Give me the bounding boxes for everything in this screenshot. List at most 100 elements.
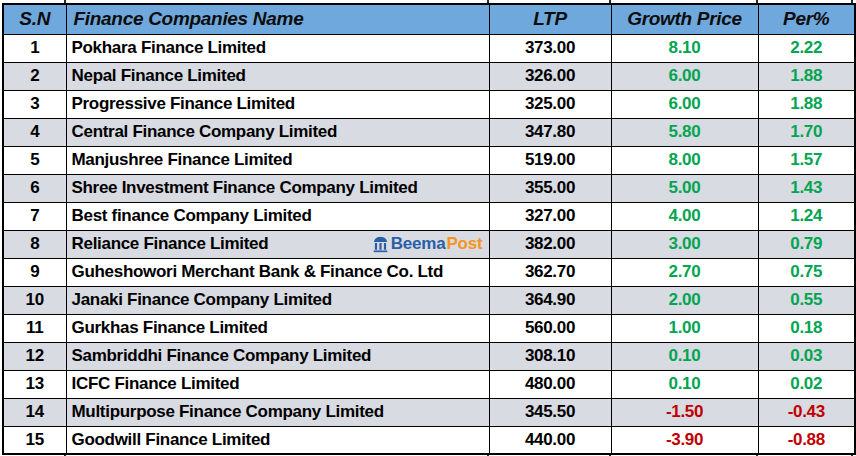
growth-price-cell: 5.00 <box>611 174 758 202</box>
ltp-cell: 373.00 <box>489 34 611 62</box>
row-serial-number: 3 <box>3 90 66 118</box>
company-name: Gurkhas Finance Limited <box>72 318 268 337</box>
table-row: 3 Progressive Finance Limited <box>3 90 855 118</box>
growth-price-cell: -1.50 <box>611 398 758 426</box>
company-name: Reliance Finance Limited <box>72 234 269 253</box>
growth-price-cell: 8.10 <box>611 34 758 62</box>
company-name: Janaki Finance Company Limited <box>72 290 332 309</box>
table-body: 1 Pokhara Finance Limited <box>3 34 855 454</box>
percent-cell: 0.03 <box>758 342 855 370</box>
row-serial-number: 1 <box>3 34 66 62</box>
finance-table-screenshot: S.N Finance Companies Name LTP Growth Pr… <box>0 0 856 456</box>
percent-cell: 0.75 <box>758 258 855 286</box>
table-row: 8 Reliance Finance Limited BeemaPost <box>3 230 855 258</box>
company-name-cell: Manjushree Finance Limited <box>66 146 489 174</box>
row-serial-number: 5 <box>3 146 66 174</box>
column-header-sn: S.N <box>3 4 66 34</box>
company-name-cell: Janaki Finance Company Limited <box>66 286 489 314</box>
percent-cell: 0.18 <box>758 314 855 342</box>
company-name: Nepal Finance Limited <box>72 66 246 85</box>
row-serial-number: 12 <box>3 342 66 370</box>
row-serial-number: 9 <box>3 258 66 286</box>
growth-price-cell: 2.70 <box>611 258 758 286</box>
percent-cell: -0.88 <box>758 426 855 454</box>
table-row: 11 Gurkhas Finance Limited <box>3 314 855 342</box>
table-row: 6 Shree Investment Finance Company Limit… <box>3 174 855 202</box>
ltp-cell: 364.90 <box>489 286 611 314</box>
ltp-cell: 480.00 <box>489 370 611 398</box>
company-name: Best finance Company Limited <box>72 206 312 225</box>
ltp-cell: 382.00 <box>489 230 611 258</box>
row-serial-number: 8 <box>3 230 66 258</box>
company-name-cell: Reliance Finance Limited BeemaPost <box>66 230 489 258</box>
company-name-cell: Shree Investment Finance Company Limited <box>66 174 489 202</box>
company-name: Multipurpose Finance Company Limited <box>72 402 384 421</box>
company-name-cell: ICFC Finance Limited <box>66 370 489 398</box>
table-row: 10 Janaki Finance Company Limited <box>3 286 855 314</box>
table-row: 13 ICFC Finance Limited <box>3 370 855 398</box>
row-serial-number: 7 <box>3 202 66 230</box>
company-name: Progressive Finance Limited <box>72 94 295 113</box>
company-name: ICFC Finance Limited <box>72 374 240 393</box>
growth-price-cell: 3.00 <box>611 230 758 258</box>
company-name: Pokhara Finance Limited <box>72 38 266 57</box>
finance-companies-table: S.N Finance Companies Name LTP Growth Pr… <box>2 3 856 455</box>
growth-price-cell: 4.00 <box>611 202 758 230</box>
company-name: Shree Investment Finance Company Limited <box>72 178 418 197</box>
watermark-post-text: Post <box>446 234 482 254</box>
percent-cell: 1.24 <box>758 202 855 230</box>
company-name-cell: Progressive Finance Limited <box>66 90 489 118</box>
percent-cell: 0.02 <box>758 370 855 398</box>
ltp-cell: 327.00 <box>489 202 611 230</box>
row-serial-number: 14 <box>3 398 66 426</box>
company-name-cell: Multipurpose Finance Company Limited <box>66 398 489 426</box>
percent-cell: 2.22 <box>758 34 855 62</box>
ltp-cell: 440.00 <box>489 426 611 454</box>
table-row: 15 Goodwill Finance Limited <box>3 426 855 454</box>
table-row: 2 Nepal Finance Limited <box>3 62 855 90</box>
company-name: Manjushree Finance Limited <box>72 150 293 169</box>
company-name: Sambriddhi Finance Company Limited <box>72 346 372 365</box>
percent-cell: 1.43 <box>758 174 855 202</box>
row-serial-number: 10 <box>3 286 66 314</box>
growth-price-cell: 5.80 <box>611 118 758 146</box>
ltp-cell: 308.10 <box>489 342 611 370</box>
company-name-cell: Central Finance Company Limited <box>66 118 489 146</box>
table-row: 7 Best finance Company Limited <box>3 202 855 230</box>
row-serial-number: 6 <box>3 174 66 202</box>
ltp-cell: 347.80 <box>489 118 611 146</box>
row-serial-number: 13 <box>3 370 66 398</box>
row-serial-number: 4 <box>3 118 66 146</box>
ltp-cell: 519.00 <box>489 146 611 174</box>
growth-price-cell: 1.00 <box>611 314 758 342</box>
percent-cell: 0.79 <box>758 230 855 258</box>
percent-cell: 0.55 <box>758 286 855 314</box>
ltp-cell: 326.00 <box>489 62 611 90</box>
company-name-cell: Pokhara Finance Limited <box>66 34 489 62</box>
ltp-cell: 345.50 <box>489 398 611 426</box>
growth-price-cell: -3.90 <box>611 426 758 454</box>
column-header-growth-price: Growth Price <box>611 4 758 34</box>
ltp-cell: 325.00 <box>489 90 611 118</box>
percent-cell: -0.43 <box>758 398 855 426</box>
row-serial-number: 15 <box>3 426 66 454</box>
company-name: Central Finance Company Limited <box>72 122 338 141</box>
table-row: 4 Central Finance Company Limited <box>3 118 855 146</box>
growth-price-cell: 0.10 <box>611 342 758 370</box>
building-icon <box>372 236 389 253</box>
table-row: 5 Manjushree Finance Limited <box>3 146 855 174</box>
ltp-cell: 560.00 <box>489 314 611 342</box>
ltp-cell: 355.00 <box>489 174 611 202</box>
growth-price-cell: 6.00 <box>611 62 758 90</box>
column-header-percent: Per% <box>758 4 855 34</box>
company-name: Guheshowori Merchant Bank & Finance Co. … <box>72 262 444 281</box>
ltp-cell: 362.70 <box>489 258 611 286</box>
table-row: 14 Multipurpose Finance Company Limited <box>3 398 855 426</box>
company-name-cell: Goodwill Finance Limited <box>66 426 489 454</box>
row-serial-number: 2 <box>3 62 66 90</box>
company-name: Goodwill Finance Limited <box>72 430 271 449</box>
company-name-cell: Guheshowori Merchant Bank & Finance Co. … <box>66 258 489 286</box>
company-name-cell: Nepal Finance Limited <box>66 62 489 90</box>
column-header-company-name: Finance Companies Name <box>66 4 489 34</box>
column-header-ltp: LTP <box>489 4 611 34</box>
